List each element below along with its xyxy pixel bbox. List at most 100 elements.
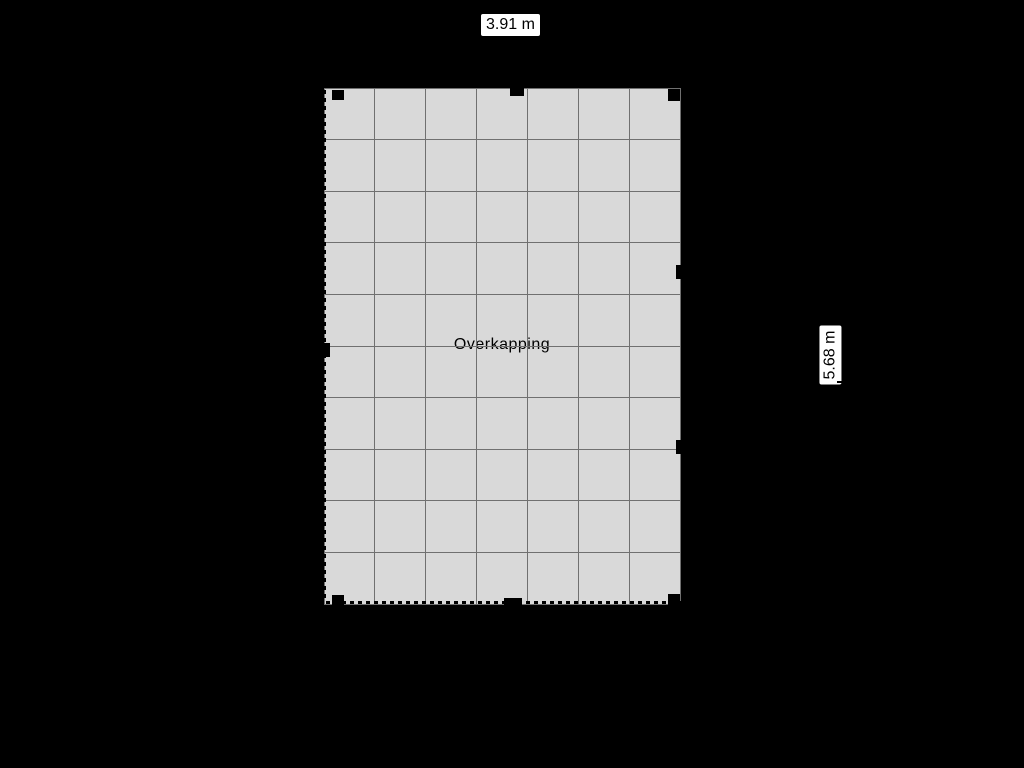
dashed-edge-left-segment [323,378,326,382]
dashed-edge-bottom-segment [454,601,458,604]
dashed-edge-bottom-segment [334,601,338,604]
dashed-edge-left-segment [323,474,326,478]
dashed-edge-bottom-segment [478,601,482,604]
dashed-edge-left-segment [323,514,326,518]
dashed-edge-left-segment [323,274,326,278]
dashed-edge-left-segment [323,98,326,102]
dimension-width-tick-left [457,19,459,27]
dashed-edge-bottom-segment [550,601,554,604]
dashed-edge-left-segment [323,562,326,566]
grid-line-horizontal [324,191,680,192]
dashed-edge-bottom-segment [358,601,362,604]
dashed-edge-bottom-segment [326,601,330,604]
dashed-edge-left-segment [323,226,326,230]
dashed-edge-left-segment [323,490,326,494]
dashed-edge-bottom-segment [670,601,674,604]
dashed-edge-bottom-segment [582,601,586,604]
dashed-edge-left-segment [323,250,326,254]
dashed-edge-bottom-segment [366,601,370,604]
dashed-edge-left-segment [323,442,326,446]
dashed-edge-left-segment [323,130,326,134]
dashed-edge-bottom-segment [598,601,602,604]
dimension-height-label: 5.68 m [819,326,841,385]
dashed-edge-left-segment [323,586,326,590]
dashed-edge-left-segment [323,466,326,470]
dashed-edge-bottom-segment [374,601,378,604]
dashed-edge-bottom-segment [390,601,394,604]
dashed-edge-left-segment [323,194,326,198]
dashed-edge-left-segment [323,242,326,246]
grid-line-horizontal [324,242,680,243]
dashed-edge-left-segment [323,266,326,270]
dashed-edge-bottom-segment [678,601,682,604]
dashed-edge-bottom-segment [614,601,618,604]
dimension-height-tick-bottom [837,381,845,383]
dashed-edge-left-segment [323,498,326,502]
dashed-edge-bottom-segment [494,601,498,604]
dashed-edge-left-segment [323,90,326,94]
support-post [676,265,684,279]
dashed-edge-bottom-segment [510,601,514,604]
floorplan-area: Overkapping [324,88,680,604]
dashed-edge-left-segment [323,338,326,342]
dashed-edge-bottom-segment [542,601,546,604]
dashed-edge-left-segment [323,578,326,582]
dashed-edge-left-segment [323,450,326,454]
dashed-edge-left-segment [323,114,326,118]
support-post [668,594,680,606]
dashed-edge-left-segment [323,594,326,598]
dashed-edge-bottom-segment [534,601,538,604]
dashed-edge-left-segment [323,386,326,390]
dashed-edge-left-segment [323,402,326,406]
grid-line-horizontal [324,294,680,295]
dashed-edge-left-segment [323,154,326,158]
grid-line-horizontal [324,449,680,450]
dashed-edge-bottom-segment [446,601,450,604]
dashed-edge-left-segment [323,170,326,174]
dashed-edge-bottom-segment [566,601,570,604]
dimension-width-label: 3.91 m [481,14,540,36]
dashed-edge-bottom-segment [654,601,658,604]
dimension-width-tick-right [565,19,567,27]
dashed-edge-bottom-segment [590,601,594,604]
dashed-edge-left-segment [323,482,326,486]
dashed-edge-left-segment [323,162,326,166]
dashed-edge-left-segment [323,138,326,142]
support-post [668,89,680,101]
grid-line-horizontal [324,552,680,553]
dashed-edge-left-segment [323,530,326,534]
dashed-edge-left-segment [323,202,326,206]
grid-line-horizontal [324,139,680,140]
dashed-edge-bottom-segment [526,601,530,604]
dashed-edge-bottom-segment [662,601,666,604]
dashed-edge-bottom-segment [470,601,474,604]
dashed-edge-bottom-segment [398,601,402,604]
dashed-edge-left-segment [323,426,326,430]
dashed-edge-left-segment [323,570,326,574]
dashed-edge-left-segment [323,258,326,262]
dashed-edge-left-segment [323,282,326,286]
dashed-edge-left-segment [323,418,326,422]
dashed-edge-left-segment [323,354,326,358]
grid-line-horizontal [324,88,680,89]
dashed-edge-bottom-segment [486,601,490,604]
grid-line-horizontal [324,346,680,347]
dashed-edge-left-segment [323,370,326,374]
dashed-edge-left-segment [323,218,326,222]
dashed-edge-bottom-segment [438,601,442,604]
dashed-edge-left-segment [323,506,326,510]
dashed-edge-left-segment [323,434,326,438]
support-post [332,90,344,100]
dashed-edge-left-segment [323,346,326,350]
grid-line-horizontal [324,397,680,398]
dashed-edge-left-segment [323,410,326,414]
dashed-edge-bottom-segment [422,601,426,604]
dashed-edge-bottom-segment [382,601,386,604]
dashed-edge-bottom-segment [518,601,522,604]
dashed-edge-bottom-segment [462,601,466,604]
dashed-edge-bottom-segment [406,601,410,604]
dashed-edge-left-segment [323,458,326,462]
dashed-edge-left-segment [323,538,326,542]
dashed-edge-bottom-segment [502,601,506,604]
dashed-edge-left-segment [323,210,326,214]
